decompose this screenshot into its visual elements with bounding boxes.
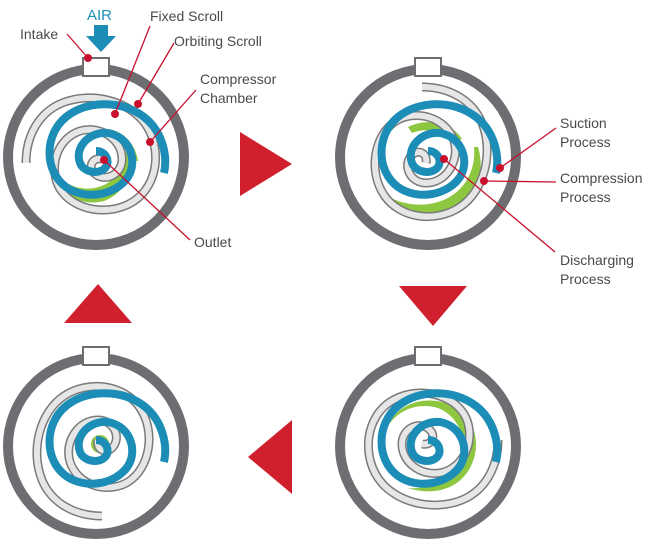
leader-lines-stage-2 — [443, 127, 557, 253]
air-arrow — [86, 25, 116, 52]
compressor-chamber-label-1: Compressor — [200, 71, 277, 87]
suction-label-1: Suction — [560, 115, 607, 131]
outlet-label: Outlet — [194, 234, 231, 250]
arrow-right — [240, 132, 292, 196]
leader-dots-stage-1 — [84, 54, 154, 164]
arrow-left — [248, 420, 292, 494]
suction-label-2: Process — [560, 134, 611, 150]
discharging-label-1: Discharging — [560, 252, 634, 268]
compression-chamber — [382, 147, 481, 216]
fixed-scroll-label: Fixed Scroll — [150, 8, 223, 24]
arrow-down — [399, 286, 467, 326]
stage-2 — [340, 58, 516, 245]
discharging-label-2: Process — [560, 271, 611, 287]
leader-dots-stage-2 — [440, 155, 504, 185]
stage-1 — [8, 58, 184, 245]
compression-label-1: Compression — [560, 170, 642, 186]
leader-lines-stage-1 — [66, 25, 197, 241]
compression-label-2: Process — [560, 189, 611, 205]
arrow-up — [64, 284, 132, 323]
air-label: AIR — [87, 7, 112, 24]
stage-3 — [340, 347, 516, 534]
intake-label: Intake — [20, 26, 58, 42]
orbiting-scroll-label: Orbiting Scroll — [174, 33, 262, 49]
stage-4 — [8, 347, 184, 534]
compressor-chamber-label-2: Chamber — [200, 90, 258, 106]
